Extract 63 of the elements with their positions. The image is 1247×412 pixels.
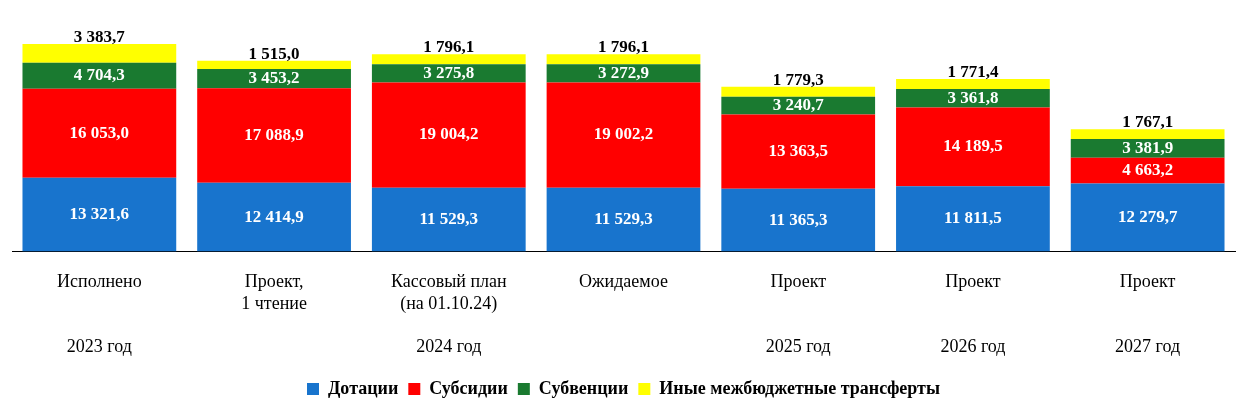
data-label: 1 779,3 [772,69,824,89]
data-label: 11 811,5 [944,208,1002,228]
data-label: 1 767,1 [1122,112,1174,132]
category-label: Исполнено 2023 год [57,271,142,356]
bar [22,177,177,252]
data-label: 13 363,5 [768,141,828,161]
bar [546,187,701,252]
x-tick-label: Проект, 1 чтение [241,271,307,313]
bar [896,79,1050,89]
data-label: 16 053,0 [69,122,130,142]
bar [896,107,1050,187]
x-tick-label: Ожидаемое [579,271,668,292]
bar [22,62,177,89]
data-label: 1 515,0 [248,43,300,63]
data-label: 1 771,4 [947,62,999,82]
category-label: Проект 2025 год [765,271,831,356]
data-label: 3 453,2 [248,67,300,87]
bar [22,88,177,178]
data-label: 4 663,2 [1122,160,1174,180]
data-label: 11 365,3 [768,209,828,229]
bar [371,82,526,188]
legend-label: Дотации [327,377,399,398]
bar [721,188,876,252]
data-label: 19 002,2 [593,124,654,144]
legend-label: Субсидии [429,377,508,398]
data-label: 3 361,8 [947,87,999,107]
bar [546,82,701,188]
bar [197,182,351,252]
data-label: 17 088,9 [244,124,304,144]
bar [371,54,526,65]
data-label: 1 796,1 [423,37,475,57]
data-label: 14 189,5 [943,136,1003,156]
data-label: 3 275,8 [423,62,475,82]
category-label: Проект 2026 год [940,271,1006,356]
data-label: 12 414,9 [244,206,304,226]
bar [1070,157,1225,184]
bar [197,88,351,183]
bar [371,187,526,252]
bar [721,114,876,189]
bar [546,54,701,65]
data-label: 12 279,7 [1117,206,1178,226]
legend-label: Иные межбюджетные трансферты [659,377,941,398]
data-label: 4 704,3 [73,65,125,85]
bar [896,186,1050,252]
data-label: 3 272,9 [598,62,649,82]
data-label: 13 321,6 [69,204,130,224]
bar [1070,183,1225,252]
bar [1070,129,1225,139]
bar [896,88,1050,108]
category-label: Кассовый план (на 01.10.24) 2024 год [390,271,507,356]
data-label: 3 381,9 [1122,137,1174,157]
bar [1070,139,1225,158]
data-label: 11 529,3 [594,209,653,229]
data-label: 19 004,2 [419,124,479,144]
bar [197,60,351,70]
data-label: 11 529,3 [419,209,479,229]
category-label: Проект 2027 год [1115,271,1181,356]
data-label: 3 240,7 [772,95,825,115]
legend-label: Субвенции [538,377,629,398]
data-label: 1 796,1 [598,37,649,57]
data-label: 3 383,7 [73,26,126,46]
bar [22,44,177,63]
bar [721,86,876,97]
